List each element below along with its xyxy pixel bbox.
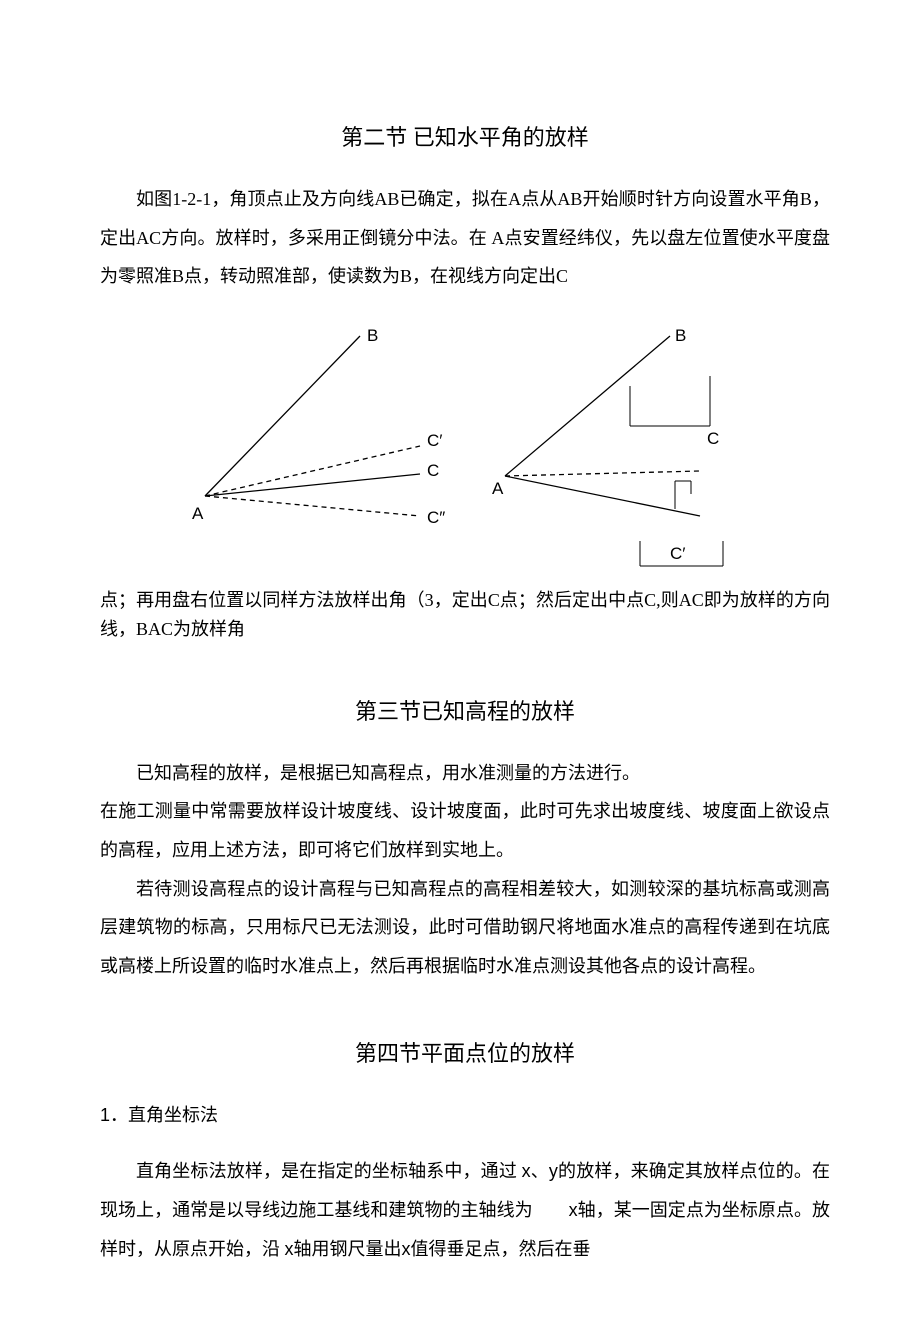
- s4p1b: x: [522, 1161, 531, 1181]
- angle-diagram-right-svg: B C A C′: [475, 316, 755, 576]
- label-C-dblprime: C″: [427, 508, 445, 527]
- label-C-prime: C′: [427, 431, 442, 450]
- label-B: B: [367, 326, 378, 345]
- line-AC-dash-r: [505, 471, 700, 476]
- figure-1-2-1: B C′ C C″ A: [100, 316, 830, 576]
- section-3-p3: 若待测设高程点的设计高程与已知高程点的高程相差较大，如测较深的基坑标高或测高层建…: [100, 870, 830, 986]
- section-2-p1: 如图1-2-1，角顶点止及方向线AB已确定，拟在A点从AB开始顺时针方向设置水平…: [100, 180, 830, 296]
- section-4-p1: 直角坐标法放样，是在指定的坐标轴系中，通过 x、y的放样，来确定其放样点位的。在…: [100, 1152, 830, 1268]
- s4p1f: x: [569, 1200, 578, 1220]
- figure-left: B C′ C C″ A: [175, 316, 455, 576]
- line-AB-r: [505, 336, 670, 476]
- section-3-p1: 已知高程的放样，是根据已知高程点，用水准测量的方法进行。: [100, 754, 830, 793]
- section-4-title: 第四节平面点位的放样: [100, 1036, 830, 1068]
- line-AB: [205, 336, 360, 496]
- label-A: A: [192, 504, 204, 523]
- label-C: C: [427, 461, 439, 480]
- section-3-p2: 在施工测量中常需要放样设计坡度线、设计坡度面，此时可先求出坡度线、坡度面上欲设点…: [100, 792, 830, 869]
- s4p1j: x: [402, 1239, 411, 1259]
- document-page: 第二节 已知水平角的放样 如图1-2-1，角顶点止及方向线AB已确定，拟在A点从…: [0, 0, 920, 1329]
- item-label: ．直角坐标法: [110, 1105, 218, 1125]
- label-B-r: B: [675, 326, 686, 345]
- section-3-title: 第三节已知高程的放样: [100, 694, 830, 726]
- s4p1c: 、: [531, 1161, 549, 1181]
- section-2-p2: 点；再用盘右位置以同样方法放样出角（3，定出C点；然后定出中点C,则AC即为放样…: [100, 586, 830, 644]
- line-AC-prime-r: [505, 476, 700, 516]
- s4p1k: 值得垂足点，然后在垂: [411, 1239, 591, 1259]
- s4p1d: y: [549, 1161, 558, 1181]
- s4p1h: x: [285, 1239, 294, 1259]
- label-A-r: A: [492, 479, 504, 498]
- label-C-r: C: [707, 429, 719, 448]
- line-AC: [205, 474, 420, 496]
- line-AC-prime: [205, 446, 420, 496]
- s4p1i: 轴用钢尺量出: [294, 1239, 402, 1259]
- figure-right: B C A C′: [475, 316, 755, 576]
- label-Cp-r: C′: [670, 544, 685, 563]
- section-4-item: 1．直角坐标法: [100, 1096, 830, 1135]
- section-2-title: 第二节 已知水平角的放样: [100, 120, 830, 152]
- line-AC-dblprime: [205, 496, 420, 516]
- s4p1a: 直角坐标法放样，是在指定的坐标轴系中，通过: [136, 1161, 522, 1181]
- item-number: 1: [100, 1105, 110, 1125]
- angle-diagram-left-svg: B C′ C C″ A: [175, 316, 455, 576]
